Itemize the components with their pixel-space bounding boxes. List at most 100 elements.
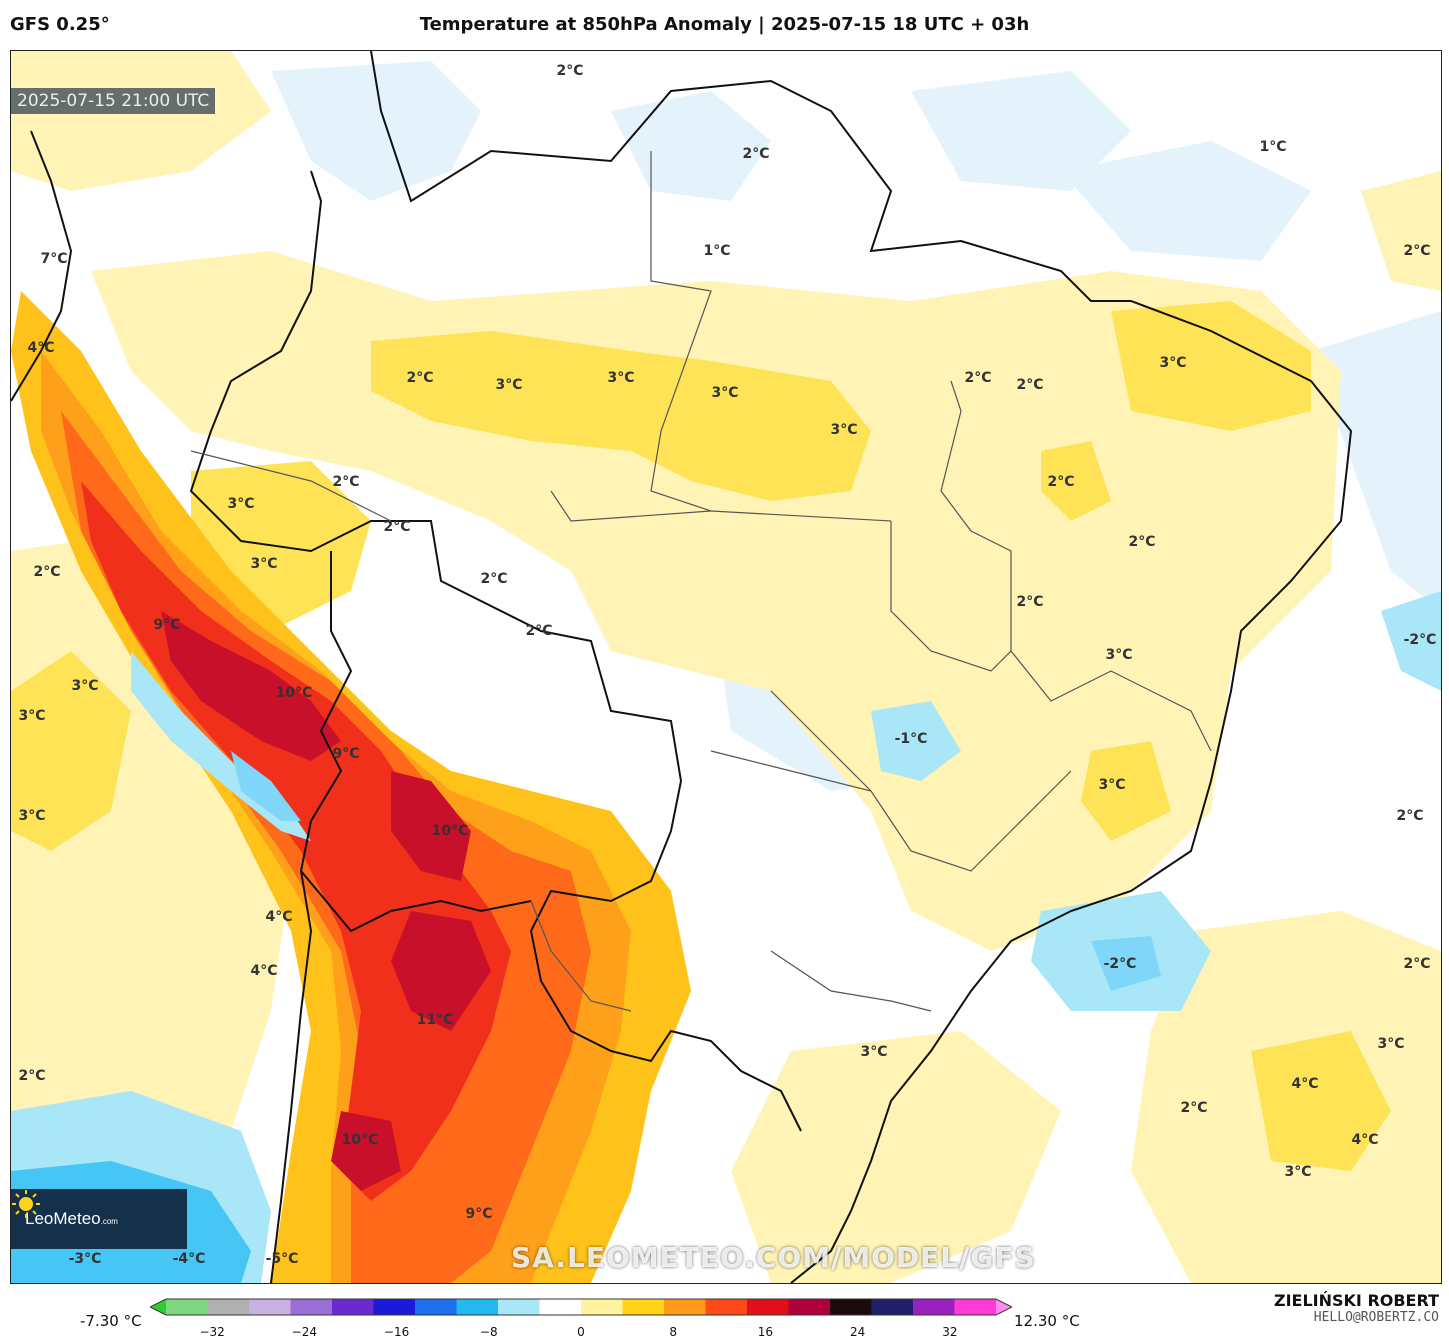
temp-label: 4°C: [1351, 1132, 1379, 1148]
temp-label: 2°C: [1047, 474, 1075, 490]
colorbar-arrow-left: [150, 1299, 166, 1315]
temp-label: 2°C: [1396, 808, 1424, 824]
colorbar-segment: [207, 1299, 250, 1315]
colorbar-max-label: 12.30 °C: [1014, 1312, 1080, 1330]
temp-label: -2°C: [1103, 956, 1137, 972]
temp-label: 2°C: [1128, 534, 1156, 550]
temp-label: 1°C: [1259, 139, 1287, 155]
temp-label: 4°C: [265, 909, 293, 925]
colorbar-segment: [871, 1299, 914, 1315]
temp-label: -3°C: [68, 1251, 102, 1267]
colorbar-tick-label: 24: [850, 1325, 866, 1339]
map-panel: 2025-07-15 21:00 UTC 2°C 1°C 2°C 2°C 1°C…: [10, 50, 1442, 1284]
colorbar-segment: [747, 1299, 789, 1315]
author-credit: ZIELIŃSKI ROBERT HELLO@ROBERTZ.CO: [1274, 1291, 1439, 1325]
colorbar-segment: [332, 1299, 374, 1315]
temp-label: -5°C: [265, 1251, 299, 1267]
author-name: ZIELIŃSKI ROBERT: [1273, 1291, 1439, 1310]
temp-label: 10°C: [275, 685, 313, 701]
temp-label: 3°C: [830, 422, 858, 438]
temp-label: 3°C: [1098, 777, 1126, 793]
author-email[interactable]: HELLO@ROBERTZ.CO: [1313, 1310, 1439, 1325]
colorbar-segment: [664, 1299, 706, 1315]
leometeo-logo[interactable]: LeoMeteo.com: [11, 1189, 187, 1249]
temp-label: -4°C: [172, 1251, 206, 1267]
sun-icon: [12, 1190, 40, 1218]
logo-text: LeoMeteo.com: [25, 1209, 118, 1228]
colorbar-segment: [581, 1299, 623, 1315]
temp-label: 10°C: [341, 1132, 379, 1148]
colorbar-min-label: -7.30 °C: [80, 1312, 142, 1330]
temp-label: 2°C: [1180, 1100, 1208, 1116]
temp-label: 9°C: [332, 746, 360, 762]
temp-label: 1°C: [703, 243, 731, 259]
temp-label: 4°C: [250, 963, 278, 979]
colorbar: [150, 1298, 1012, 1316]
temp-label: 2°C: [18, 1068, 46, 1084]
temp-label: 9°C: [465, 1206, 493, 1222]
temp-label: 3°C: [711, 385, 739, 401]
temp-label: 3°C: [18, 708, 46, 724]
temp-label: 11°C: [416, 1012, 454, 1028]
colorbar-tick-label: 16: [757, 1325, 774, 1339]
colorbar-segment: [622, 1299, 665, 1315]
temp-label: -1°C: [894, 731, 928, 747]
temp-label: 2°C: [1016, 377, 1044, 393]
colorbar-segment: [166, 1299, 208, 1315]
temp-label: 3°C: [860, 1044, 888, 1060]
map-title: Temperature at 850hPa Anomaly | 2025-07-…: [419, 14, 1030, 35]
colorbar-tick-label: −32: [199, 1325, 225, 1339]
watermark-url: SA.LEOMETEO.COM/MODEL/GFS: [511, 1241, 1036, 1274]
temp-label: 3°C: [18, 808, 46, 824]
temp-label: 3°C: [1159, 355, 1187, 371]
colorbar-segment: [954, 1299, 997, 1315]
colorbar-segment: [913, 1299, 955, 1315]
warm-plume: [11, 291, 691, 1283]
temp-label: 7°C: [40, 251, 68, 267]
temp-label: 3°C: [250, 556, 278, 572]
colorbar-segment: [830, 1299, 872, 1315]
temp-label: 3°C: [495, 377, 523, 393]
colorbar-segment: [705, 1299, 748, 1315]
colorbar-segment: [498, 1299, 540, 1315]
colorbar-tick-label: 32: [942, 1325, 958, 1339]
temp-label: 9°C: [153, 617, 181, 633]
temp-label: 2°C: [556, 63, 584, 79]
anomaly-map: [11, 51, 1441, 1283]
temp-label: 2°C: [406, 370, 434, 386]
temp-label: 3°C: [71, 678, 99, 694]
temp-label: 4°C: [1291, 1076, 1319, 1092]
colorbar-segment: [456, 1299, 499, 1315]
temp-label: 2°C: [1403, 956, 1431, 972]
colorbar-arrow-right: [996, 1299, 1012, 1315]
temp-label: 2°C: [742, 146, 770, 162]
temp-label: 2°C: [964, 370, 992, 386]
temp-label: 2°C: [33, 564, 61, 580]
temp-label: -2°C: [1403, 632, 1437, 648]
colorbar-segment: [290, 1299, 333, 1315]
colorbar-segment: [249, 1299, 291, 1315]
temp-label: 3°C: [1377, 1036, 1405, 1052]
temp-label: 2°C: [525, 623, 553, 639]
colorbar-tick-label: −24: [291, 1325, 317, 1339]
colorbar-segment: [788, 1299, 831, 1315]
temp-label: 3°C: [227, 496, 255, 512]
temp-label: 2°C: [1403, 243, 1431, 259]
temp-label: 2°C: [332, 474, 360, 490]
temp-label: 2°C: [480, 571, 508, 587]
colorbar-tick-label: 0: [577, 1325, 585, 1339]
state-borders: [190, 151, 1212, 1012]
temp-label: 2°C: [1016, 594, 1044, 610]
colorbar-segment: [539, 1299, 582, 1315]
temp-label: 10°C: [431, 823, 469, 839]
temp-label: 3°C: [1105, 647, 1133, 663]
temp-label: 2°C: [383, 519, 411, 535]
temp-label: 3°C: [1284, 1164, 1312, 1180]
borders: [11, 51, 1353, 1283]
colorbar-tick-label: −8: [479, 1325, 498, 1339]
colorbar-segment: [373, 1299, 416, 1315]
colorbar-tick-label: 8: [669, 1325, 678, 1339]
pale-yellow-areas: [11, 51, 1441, 1283]
colorbar-tick-label: −16: [383, 1325, 410, 1339]
colorbar-segment: [415, 1299, 457, 1315]
